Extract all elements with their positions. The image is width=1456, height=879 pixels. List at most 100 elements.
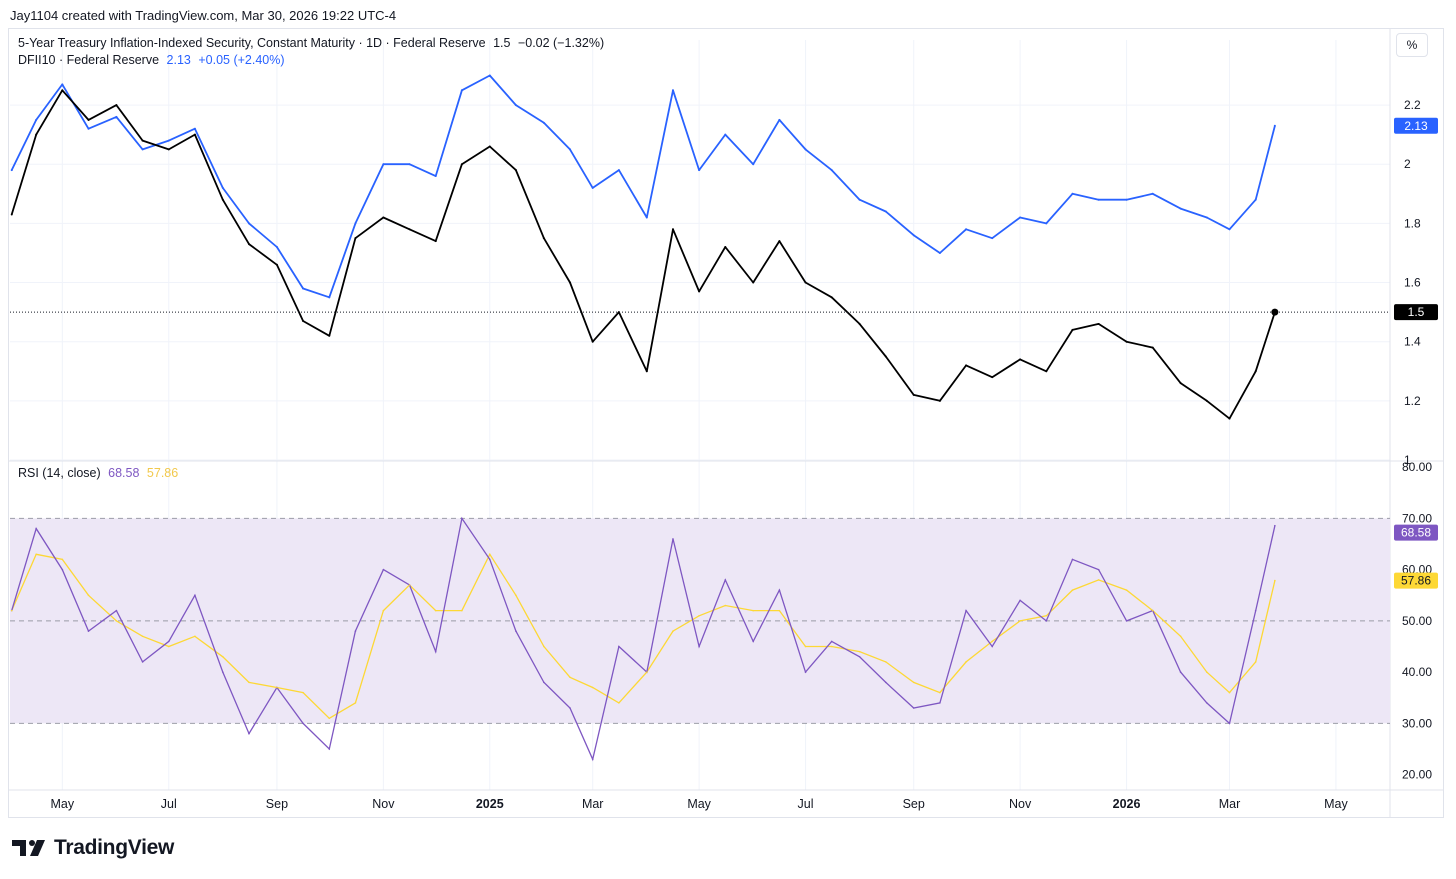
- time-axis-tick-label: Sep: [903, 797, 925, 811]
- compare-last-value-badge-text: 2.13: [1404, 119, 1428, 133]
- price-axis-tick-label: 1.2: [1404, 394, 1421, 408]
- dfii10-point: [991, 237, 994, 240]
- rsi-point: [328, 748, 331, 750]
- dfii10-point: [1019, 216, 1022, 219]
- tips-5y-point: [328, 334, 331, 337]
- rsi-ma-point: [302, 691, 304, 694]
- rsi-axis-tick-label: 40.00: [1402, 665, 1432, 679]
- dfii10-point: [514, 104, 517, 107]
- price-axis-tick-label: 2: [1404, 157, 1411, 171]
- main-last-value-badge-text: 1.5: [1408, 305, 1425, 319]
- price-axis-tick-label: 1.8: [1404, 216, 1421, 230]
- tips-5y-point: [569, 281, 572, 284]
- tips-5y-point: [61, 89, 64, 92]
- dfii10-point: [354, 222, 357, 225]
- rsi-point: [672, 538, 674, 540]
- rsi-point: [1045, 620, 1048, 622]
- rsi-ma-point: [461, 609, 463, 612]
- dfii10-point: [1273, 124, 1276, 127]
- rsi-point: [858, 655, 861, 658]
- rsi-ma-point: [778, 609, 781, 612]
- rsi-point: [591, 758, 594, 761]
- rsi-ma-point: [10, 609, 13, 612]
- tips-5y-point: [752, 281, 755, 284]
- rsi-ma-point: [672, 630, 674, 632]
- rsi-point: [382, 568, 385, 571]
- rsi-point: [35, 527, 37, 530]
- rsi-ma-point: [382, 609, 385, 612]
- dfii10-point: [193, 127, 196, 130]
- dfii10-point: [35, 118, 38, 121]
- rsi-ma-point: [1206, 671, 1208, 673]
- rsi-ma-point: [618, 702, 620, 704]
- legend-main-value: 1.5: [493, 36, 511, 50]
- rsi-ma-point: [885, 661, 887, 663]
- rsi-ma-point: [141, 635, 144, 638]
- series-layer: [10, 74, 1390, 762]
- tips-5y-point: [221, 198, 224, 201]
- rsi-point: [488, 558, 491, 561]
- tips-5y-point: [1254, 370, 1257, 373]
- rsi-ma-point: [222, 655, 224, 658]
- rsi-ma-last-value-badge: 57.86: [1394, 572, 1438, 589]
- rsi-ma-point: [87, 594, 90, 597]
- dfii10-point: [115, 115, 118, 118]
- rsi-ma-point: [488, 553, 491, 556]
- time-axis-tick-label: 2025: [476, 797, 504, 811]
- tips-5y-point: [858, 322, 861, 325]
- tips-5y-point: [408, 228, 411, 231]
- rsi-ma-point: [1228, 691, 1231, 694]
- dfii10-point: [10, 169, 13, 172]
- rsi-bands: [10, 517, 1390, 724]
- percent-scale-toggle[interactable]: %: [1396, 33, 1428, 57]
- dfii10-point: [884, 210, 887, 213]
- rsi-point: [515, 630, 517, 632]
- dfii10-point: [1151, 192, 1154, 195]
- dfii10-point: [460, 89, 463, 92]
- chart-frame: [8, 28, 1444, 818]
- rsi-point: [912, 707, 915, 709]
- rsi-point: [885, 681, 887, 684]
- tips-5y-point: [542, 237, 545, 240]
- rsi-point: [830, 640, 833, 643]
- rsi-axis-tick-label: 80.00: [1402, 460, 1432, 474]
- rsi-ma-point: [1097, 579, 1100, 581]
- tips-5y-point: [167, 148, 170, 151]
- rsi-ma-point: [804, 645, 807, 648]
- rsi-ma-point: [965, 661, 967, 663]
- rsi-ma-point: [408, 584, 411, 586]
- rsi-point: [434, 650, 437, 653]
- rsi-ma-point: [1151, 609, 1154, 612]
- price-axis-tick-label: 1.4: [1404, 335, 1421, 349]
- dfii10-point: [858, 198, 861, 201]
- price-axis-tick-label: 2.2: [1404, 98, 1421, 112]
- legend-rsi-ma-value: 57.86: [146, 466, 179, 480]
- tips-5y-point: [778, 240, 781, 243]
- rsi-ma-point: [939, 691, 941, 694]
- rsi-ma-point: [858, 650, 861, 653]
- dfii10-point: [248, 222, 251, 225]
- rsi-point: [698, 645, 700, 648]
- compare-last-value-badge: 2.13: [1394, 117, 1438, 134]
- tradingview-logo-icon: [12, 840, 45, 856]
- axes: 2.221.81.61.41.2180.0070.0060.0050.0040.…: [51, 98, 1433, 811]
- tips-5y-point: [302, 319, 305, 322]
- rsi-ma-point: [1179, 635, 1182, 638]
- legend-compare-title: DFII10 · Federal Reserve: [18, 53, 160, 67]
- rsi-point: [222, 671, 224, 673]
- dfii10-point: [221, 186, 224, 189]
- time-axis-tick-label: Mar: [1219, 797, 1241, 811]
- rsi-ma-point: [543, 645, 545, 648]
- dfii10-point: [938, 251, 941, 254]
- rsi-ma-point: [354, 702, 357, 704]
- tips-5y-point: [275, 263, 278, 266]
- dfii10-point: [328, 296, 331, 299]
- dfii10-point: [778, 118, 781, 121]
- rsi-point: [167, 640, 170, 643]
- tips-5y-point: [248, 243, 251, 246]
- tips-5y-point: [804, 281, 807, 284]
- footer-brand: TradingView: [54, 836, 175, 859]
- time-axis-tick-label: Nov: [372, 797, 395, 811]
- rsi-ma-point: [1125, 589, 1128, 591]
